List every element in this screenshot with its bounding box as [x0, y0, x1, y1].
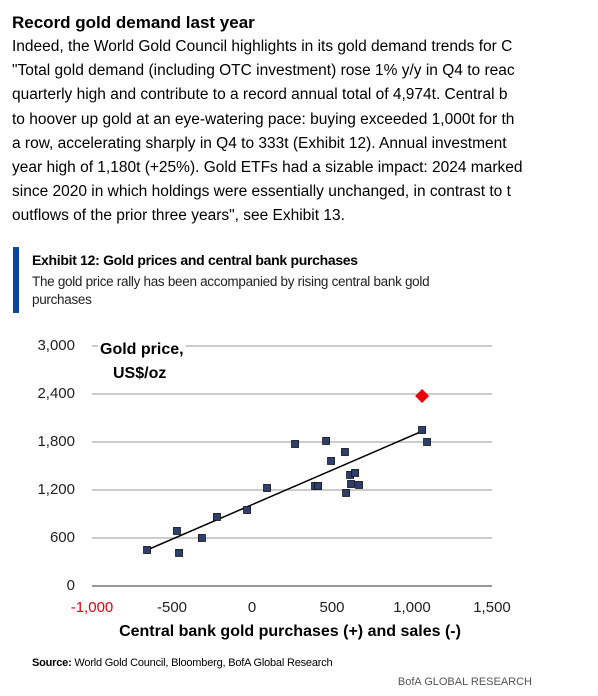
exhibit-subtitle-line: purchases: [32, 292, 92, 307]
point: [175, 549, 183, 557]
x-tick-label: -500: [157, 599, 187, 616]
point: [198, 534, 206, 542]
body-line: Indeed, the World Gold Council highlight…: [12, 38, 513, 55]
point: [355, 481, 363, 489]
body-line: to hoover up gold at an eye-watering pac…: [12, 110, 515, 128]
point: [351, 469, 359, 477]
point: [342, 489, 350, 497]
body-line: a row, accelerating sharply in Q4 to 333…: [12, 134, 507, 152]
point: [243, 506, 251, 514]
x-tick-label: 0: [248, 599, 256, 616]
y-axis-label: US$/oz: [113, 365, 166, 382]
point: [423, 438, 431, 446]
exhibit-title: Exhibit 12: Gold prices and central bank…: [32, 252, 358, 268]
body-line: since 2020 in which holdings were essent…: [12, 183, 511, 201]
title: Record gold demand last year: [12, 13, 255, 32]
point: [418, 426, 426, 434]
x-tick-label: 500: [319, 599, 344, 616]
y-tick-label: 1,200: [37, 481, 75, 498]
y-axis-label: Gold price,: [100, 341, 184, 358]
body-line: quarterly high and contribute to a recor…: [12, 86, 508, 104]
y-tick-label: 3,000: [37, 337, 75, 354]
source-label: Source:: [32, 657, 72, 669]
body-line: "Total gold demand (including OTC invest…: [12, 62, 515, 80]
x-tick-label: -1,000: [71, 599, 114, 616]
point: [415, 389, 430, 403]
y-tick-label: 0: [67, 577, 75, 594]
point: [263, 484, 271, 492]
fit-line: [146, 429, 426, 551]
point: [213, 513, 221, 521]
source: Source: World Gold Council, Bloomberg, B…: [32, 657, 333, 669]
y-tick-label: 600: [50, 529, 75, 546]
body-line: year high of 1,180t (+25%). Gold ETFs ha…: [12, 159, 523, 176]
exhibit-bar: [13, 247, 19, 313]
y-tick-label: 1,800: [37, 433, 75, 450]
source-text: World Gold Council, Bloomberg, BofA Glob…: [74, 657, 333, 669]
footer: BofA GLOBAL RESEARCH: [397, 676, 532, 688]
point: [143, 546, 151, 554]
point: [314, 482, 322, 490]
x-axis-label: Central bank gold purchases (+) and sale…: [119, 623, 461, 640]
point: [327, 457, 335, 465]
body-line: outflows of the prior three years", see …: [12, 207, 345, 225]
point: [291, 440, 299, 448]
x-tick-label: 1,000: [393, 599, 431, 616]
y-tick-label: 2,400: [37, 385, 75, 402]
x-tick-label: 1,500: [473, 599, 511, 616]
exhibit-subtitle-line: The gold price rally has been accompanie…: [32, 274, 430, 289]
point: [347, 480, 355, 488]
label-backdrop: [98, 341, 186, 359]
point: [341, 448, 349, 456]
point: [322, 437, 330, 445]
point: [173, 527, 181, 535]
